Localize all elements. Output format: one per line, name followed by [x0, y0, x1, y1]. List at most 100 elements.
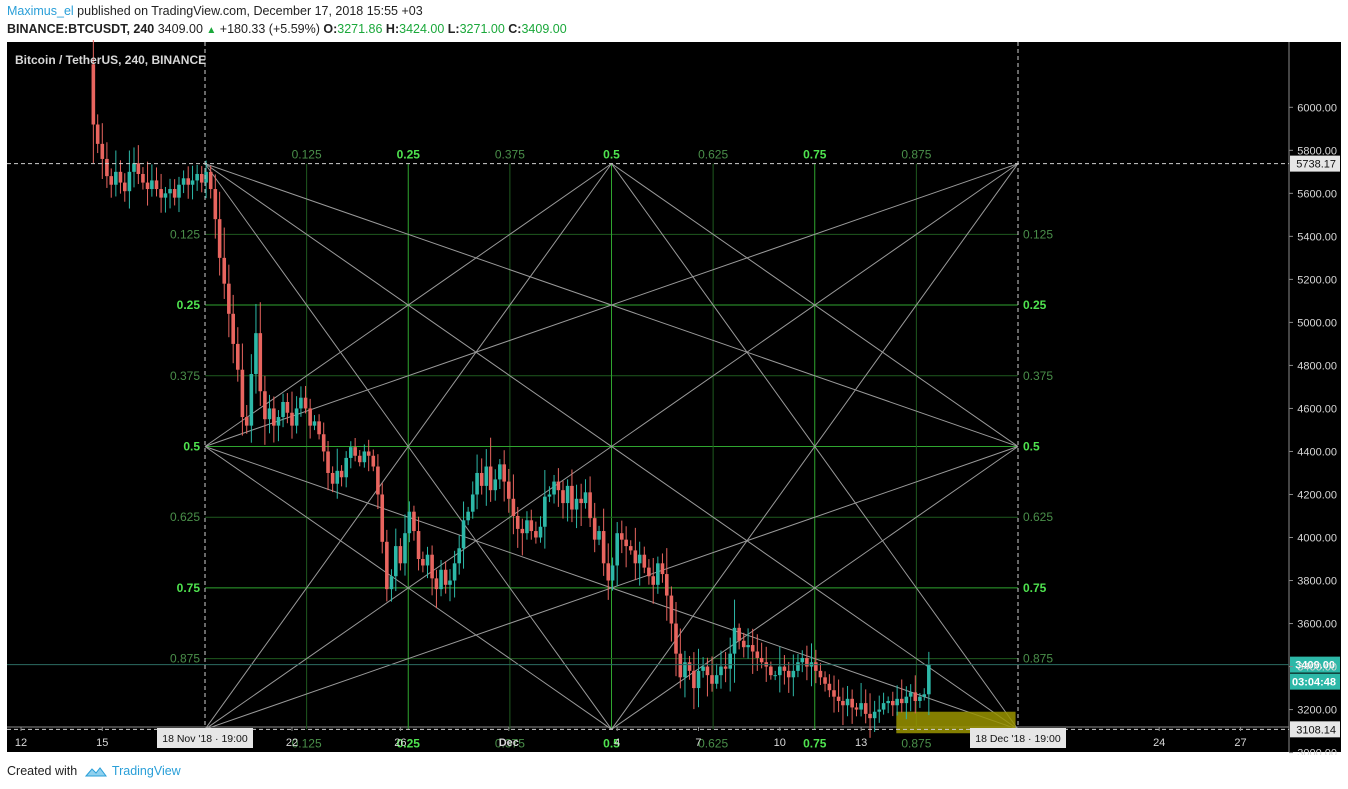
high-label: H: [385, 22, 400, 36]
candle-body [606, 563, 611, 581]
candle-body [705, 666, 710, 676]
candle-body [841, 700, 845, 706]
candle-body [100, 143, 105, 159]
candle-body [899, 698, 904, 704]
candle-body [326, 451, 330, 473]
gann-left-label: 0.375 [170, 369, 200, 383]
price-chart[interactable]: 0.125 0.125 0.125 0.125 0.25 0.25 0.25 0.25 0.37… [0, 40, 1348, 755]
gann-diagonal [611, 163, 1019, 447]
open-label: O: [323, 22, 338, 36]
candle-body [371, 455, 376, 467]
candle-body [281, 401, 285, 418]
candle-body [294, 408, 299, 426]
candle-body [222, 257, 227, 284]
candle-body [452, 563, 457, 581]
time-marker-label: 18 Dec '18 · 19:00 [975, 733, 1061, 745]
candle-body [850, 698, 854, 708]
candle-body [403, 533, 407, 564]
time-marker-label: 18 Nov '18 · 19:00 [162, 733, 248, 745]
candle-body [105, 158, 109, 177]
candle-body [786, 670, 791, 678]
candle-body [389, 576, 394, 590]
highlight-zone [896, 711, 1016, 734]
candle-body [479, 472, 484, 486]
candle-body [285, 401, 290, 413]
candle-body [904, 696, 909, 704]
candle-body [877, 709, 882, 712]
gann-top-label: 0.625 [698, 148, 728, 162]
gann-left-label: 0.625 [170, 510, 200, 524]
price-tick-label: 3800.00 [1297, 576, 1337, 588]
footer: Created with TradingView [7, 764, 181, 778]
price-tick-label: 4200.00 [1297, 489, 1337, 501]
gann-left-label: 0.125 [170, 227, 200, 241]
candle-body [710, 675, 714, 684]
gann-right-label: 0.25 [1023, 298, 1047, 312]
gann-right-label: 0.125 [1023, 227, 1053, 241]
candle-body [723, 666, 728, 669]
time-tick-label: 27 [1234, 737, 1246, 749]
candle-body [470, 494, 475, 512]
candle-body [615, 533, 619, 566]
candle-body [737, 627, 741, 641]
candle-body [556, 481, 561, 491]
candle-body [484, 466, 489, 486]
candle-body [777, 666, 782, 676]
candle-body [791, 670, 796, 678]
candle-body [249, 374, 254, 426]
plot-area[interactable] [7, 42, 1289, 727]
candle-body [732, 627, 737, 654]
candle-body [502, 464, 506, 482]
candle-body [773, 675, 777, 677]
price-tick-label: 5200.00 [1297, 274, 1337, 286]
candle-body [601, 531, 606, 564]
time-tick-label: 7 [695, 737, 701, 749]
price-tick-label: 4000.00 [1297, 533, 1337, 545]
candle-body [579, 498, 583, 504]
candle-body [91, 64, 96, 125]
gann-bottom-label: 0.125 [292, 736, 322, 750]
price-tick-label: 4800.00 [1297, 360, 1337, 372]
time-tick-label: 24 [1153, 737, 1165, 749]
tradingview-link[interactable]: TradingView [111, 764, 181, 778]
last-price: 3409.00 [157, 22, 203, 36]
candle-body [538, 526, 543, 538]
candle-body [321, 434, 326, 452]
candle-body [254, 333, 258, 375]
candle-body [312, 421, 317, 426]
candle-body [565, 485, 570, 504]
gann-right-label: 0.5 [1023, 439, 1040, 453]
candle-body [208, 171, 213, 190]
candle-body [407, 511, 412, 534]
author-link[interactable]: Maximus_el [7, 4, 74, 18]
chart-legend: Bitcoin / TetherUS, 240, BINANCE [15, 53, 206, 67]
candle-body [588, 492, 592, 519]
candle-body [525, 520, 529, 534]
candle-body [854, 707, 859, 710]
candle-body [150, 180, 154, 190]
candle-body [863, 703, 868, 714]
time-tick-label: 26 [394, 737, 406, 749]
candles [91, 40, 931, 738]
candle-body [836, 696, 841, 701]
candle-body [800, 657, 805, 663]
price-tick-label: 5800.00 [1297, 145, 1337, 157]
last-price-label: 3409.00 [1295, 660, 1335, 672]
created-with-text: Created with [7, 764, 78, 778]
countdown-label: 03:04:48 [1292, 677, 1336, 689]
candle-body [339, 470, 344, 478]
low-value: 3271.00 [459, 22, 505, 36]
gann-bottom-label: 0.25 [397, 736, 421, 750]
time-tick-label: Dec [499, 737, 519, 749]
candle-body [683, 662, 687, 678]
gann-box[interactable]: 0.125 0.125 0.125 0.125 0.25 0.25 0.25 0.25 0.37… [170, 148, 1053, 751]
candle-body [168, 189, 172, 194]
candle-body [272, 408, 276, 426]
price-marker-badge [1290, 155, 1340, 172]
candle-body [127, 171, 132, 192]
candle-body [213, 189, 218, 220]
candle-body [380, 494, 385, 542]
candle-body [267, 408, 272, 420]
time-marker-badge [157, 728, 253, 748]
candle-body [195, 173, 199, 181]
